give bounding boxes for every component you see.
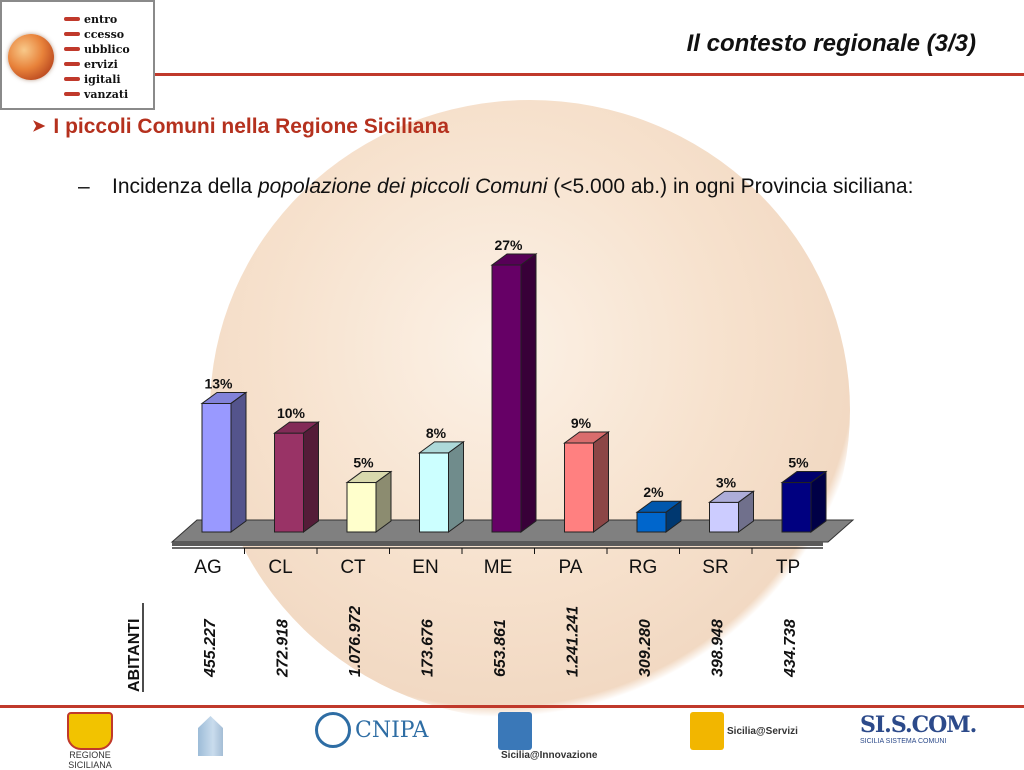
cnipa-logo: CNIPA [315, 712, 435, 764]
logo-words: entro ccesso ubblico ervizi igitali vanz… [62, 12, 152, 102]
bar-side-ag [230, 391, 247, 533]
abitanti-value: 434.738 [782, 619, 799, 678]
bar-side-sr [738, 490, 754, 533]
abitanti-value: 398.948 [710, 619, 727, 677]
bar-me [491, 264, 522, 533]
bar-sr [709, 501, 739, 533]
globe-icon [8, 34, 54, 80]
tick-label: AG [194, 557, 221, 578]
sicilia-innovazione-logo: Sicilia@Innovazione [498, 712, 628, 764]
data-label: 5% [788, 455, 809, 471]
footer-divider [0, 705, 1024, 708]
seal-icon [315, 712, 351, 748]
bar-side-pa [593, 431, 609, 533]
abitanti-value: 1.076.972 [347, 606, 364, 677]
header-divider [155, 73, 1024, 76]
bar-side-en [448, 440, 464, 533]
bar-ag [201, 402, 232, 533]
abitanti-value: 455.227 [202, 618, 219, 678]
data-label: 27% [494, 237, 523, 253]
data-label: 10% [277, 405, 306, 421]
abitanti-row-label: ABITANTI [126, 619, 143, 692]
bar-cl [274, 432, 304, 533]
regione-siciliana-logo: REGIONE SICILIANA [60, 712, 120, 770]
bar-chart: 13% 10% 5% 8% 27% 9% 2% 3% 5% AG 455.227 CL 272.918 C… [126, 237, 855, 692]
abitanti-value: 272.918 [275, 619, 292, 678]
data-label: 5% [353, 455, 374, 471]
tick-label: CL [268, 557, 292, 578]
bar-tp [781, 482, 812, 533]
tick-label: EN [412, 557, 438, 578]
abitanti-value: 309.280 [637, 619, 654, 677]
bar-en [419, 452, 449, 533]
building-icon [198, 716, 223, 756]
logo-word: entro [62, 12, 152, 27]
sub-bullet: – Incidenza della popolazione dei piccol… [78, 170, 998, 204]
tick-label: PA [559, 557, 583, 578]
data-label: 2% [643, 484, 664, 500]
arrow-bullet-icon: ➤ [32, 118, 46, 135]
section-heading: ➤ I piccoli Comuni nella Regione Sicilian… [32, 115, 449, 139]
bar-rg [636, 511, 667, 533]
sub-bullet-text: Incidenza della popolazione dei piccoli … [112, 175, 914, 198]
footer-logos: REGIONE SICILIANA CNIPA Sicilia@Innovazi… [0, 712, 1024, 770]
tick-label: RG [629, 557, 658, 578]
data-label: 8% [426, 425, 447, 441]
data-label: 13% [204, 375, 233, 391]
dots-badge-icon [498, 712, 532, 750]
logo-box: entro ccesso ubblico ervizi igitali vanz… [0, 0, 155, 110]
dots-badge-icon [690, 712, 724, 750]
shield-icon [67, 712, 113, 750]
siscom-logo: SI.S.COM. SICILIA SISTEMA COMUNI [860, 712, 977, 745]
bar-side-cl [303, 421, 319, 533]
section-heading-text: I piccoli Comuni nella Regione Siciliana [53, 115, 449, 138]
building-logo [178, 712, 248, 764]
bar-ct [346, 482, 377, 533]
tick-label: CT [340, 557, 366, 578]
abitanti-value: 1.241.241 [565, 606, 582, 677]
page-title: Il contesto regionale (3/3) [686, 30, 976, 57]
bar-pa [564, 442, 594, 533]
bar-side-me [520, 253, 537, 533]
bar-side-rg [665, 500, 682, 533]
tick-label: SR [702, 557, 728, 578]
data-label: 3% [716, 474, 737, 490]
logo-word: vanzati [62, 87, 152, 102]
tick-label: TP [776, 557, 800, 578]
sicilia-servizi-logo: Sicilia@Servizi [690, 712, 800, 764]
logo-word: ccesso [62, 27, 152, 42]
bar-side-tp [810, 470, 827, 533]
tick-label: ME [484, 557, 513, 578]
logo-word: ubblico [62, 42, 152, 57]
dash-bullet: – [78, 175, 90, 198]
logo-word: igitali [62, 72, 152, 87]
bar-side-ct [375, 470, 392, 533]
abitanti-value: 653.861 [492, 619, 509, 677]
data-label: 9% [571, 415, 592, 431]
abitanti-value: 173.676 [420, 619, 437, 677]
logo-word: ervizi [62, 57, 152, 72]
chart-floor-edge [172, 542, 823, 546]
